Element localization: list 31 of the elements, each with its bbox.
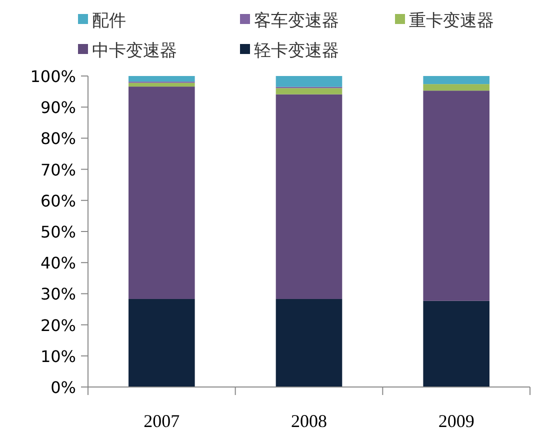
y-tick-label: 50% xyxy=(40,222,76,242)
bar xyxy=(128,86,195,299)
bar xyxy=(423,90,490,301)
bar xyxy=(276,94,342,299)
y-tick-label: 80% xyxy=(40,129,76,148)
legend-label: 客车变速器 xyxy=(254,11,339,30)
x-tick-label: 2008 xyxy=(291,411,327,431)
y-tick-label: 40% xyxy=(40,254,76,273)
y-tick-label: 60% xyxy=(40,191,76,210)
legend-label: 中卡变速器 xyxy=(92,41,177,60)
bar xyxy=(423,300,490,387)
y-tick-label: 10% xyxy=(40,346,76,366)
y-tick-label: 30% xyxy=(40,284,76,304)
x-tick-label: 2007 xyxy=(144,411,180,431)
y-tick-label: 20% xyxy=(40,316,76,335)
legend-label: 轻卡变速器 xyxy=(254,41,339,60)
bar xyxy=(423,76,490,84)
legend-label: 重卡变速器 xyxy=(409,11,494,30)
bar xyxy=(128,76,195,82)
legend-label: 配件 xyxy=(92,11,126,30)
bar xyxy=(423,84,490,91)
y-tick-label: 70% xyxy=(40,160,76,180)
x-tick-label: 2009 xyxy=(438,411,474,431)
bar xyxy=(128,298,195,387)
bar xyxy=(276,88,342,94)
y-tick-label: 0% xyxy=(50,378,76,397)
y-tick-label: 100% xyxy=(30,67,76,86)
bar xyxy=(276,298,342,387)
y-tick-label: 90% xyxy=(40,98,76,118)
bar xyxy=(128,82,195,87)
bar xyxy=(276,76,342,87)
